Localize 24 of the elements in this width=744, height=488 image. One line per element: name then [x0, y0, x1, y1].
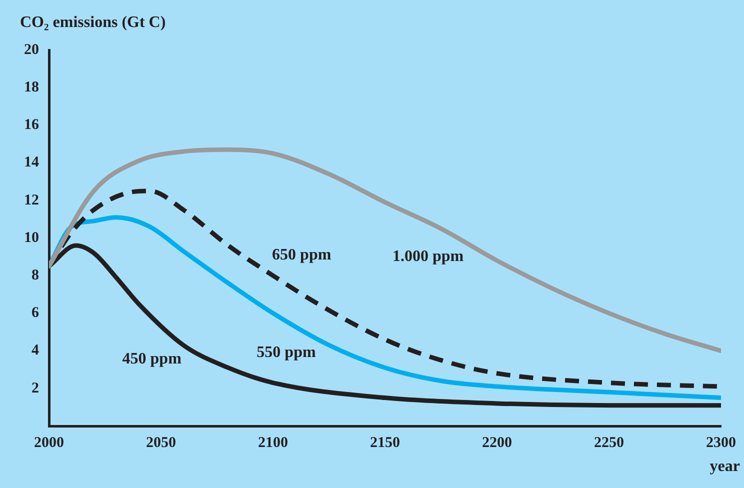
y-tick-label: 18: [24, 79, 39, 96]
line-series: [49, 215, 721, 400]
y-tick-label: 16: [24, 117, 40, 134]
y-tick-label: 4: [32, 342, 40, 359]
series-label: 1.000 ppm: [392, 248, 464, 265]
x-tick-label: 2050: [146, 434, 176, 451]
y-tick-label: 6: [32, 305, 40, 322]
x-tick-label: 2250: [594, 434, 624, 451]
y-axis-title: CO₂ emissions (Gt C): [20, 14, 166, 32]
x-tick-label: 2300: [706, 434, 736, 451]
x-tick-label: 2100: [258, 434, 288, 451]
series-label: 550 ppm: [256, 344, 316, 361]
y-tick-label: 20: [24, 42, 39, 58]
y-tick-label: 2: [32, 380, 39, 396]
y-tick-label: 14: [24, 154, 40, 171]
y-tick-label: 8: [32, 267, 39, 284]
x-tick-label: 2150: [370, 434, 400, 451]
x-axis-title: year: [710, 458, 740, 476]
series-label: 650 ppm: [272, 246, 332, 264]
x-tick-label: 2000: [34, 434, 64, 451]
y-tick-label: 12: [24, 192, 39, 208]
x-tick-label: 2200: [482, 434, 512, 451]
series-label: 450 ppm: [122, 350, 182, 368]
y-tick-label: 10: [24, 230, 39, 246]
